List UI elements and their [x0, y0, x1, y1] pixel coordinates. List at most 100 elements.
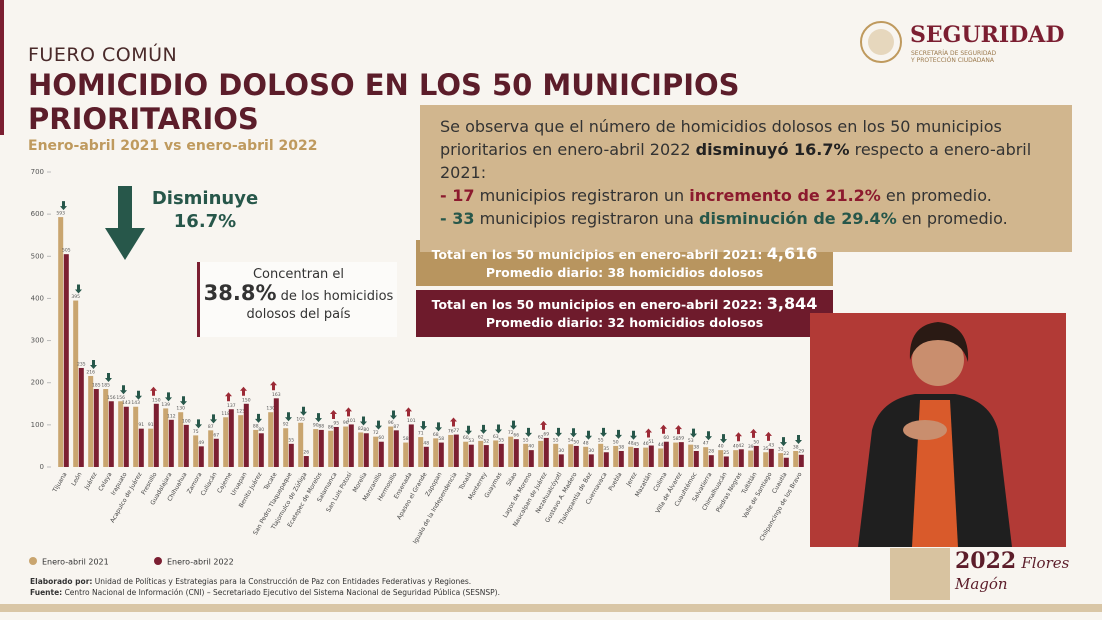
decrease-arrow	[255, 413, 262, 423]
interpreter-video	[810, 313, 1066, 547]
bar	[288, 443, 294, 467]
value-label: 593	[56, 211, 65, 217]
decrease-arrow	[300, 406, 307, 416]
x-tick-label: Juárez	[83, 471, 99, 491]
bar	[178, 412, 184, 467]
bar	[778, 453, 784, 467]
value-label: 30	[588, 448, 594, 454]
bar	[768, 448, 774, 467]
bar	[628, 446, 634, 467]
increase-arrow	[270, 381, 277, 391]
decrease-arrow	[180, 396, 187, 406]
value-label: 40	[733, 444, 739, 450]
bar	[748, 450, 754, 467]
summary: Se observa que el número de homicidios d…	[420, 105, 1072, 252]
bar	[513, 439, 519, 467]
footer-source: Fuente: Centro Nacional de Información (…	[30, 588, 500, 597]
value-label: 87	[208, 424, 214, 430]
summary-item: - 17 municipios registraron un increment…	[440, 184, 1052, 207]
value-label: 55	[553, 437, 559, 443]
bar	[528, 450, 534, 467]
bar	[633, 448, 639, 467]
value-label: 86	[328, 424, 334, 430]
value-label: 216	[86, 369, 95, 375]
y-tick-label: 700	[31, 168, 44, 176]
bar	[448, 434, 454, 467]
bar	[238, 415, 244, 467]
value-label: 105	[296, 416, 305, 422]
bar	[343, 426, 349, 467]
value-label: 66	[513, 433, 519, 439]
value-label: 50	[613, 439, 619, 445]
bar	[73, 300, 79, 467]
title-line: HOMICIDIO DOLOSO EN LOS 50 MUNICIPIOS	[28, 68, 740, 102]
decrease-arrow	[705, 431, 712, 441]
bar	[298, 422, 304, 467]
bar	[483, 445, 489, 467]
text: Unidad de Políticas y Estrategias para l…	[92, 577, 472, 586]
value-label: 185	[101, 383, 110, 389]
value-label: 88	[318, 423, 324, 429]
legend-label: Enero-abril 2022	[167, 558, 234, 567]
interpreter-head	[912, 334, 964, 386]
value-label: 51	[648, 439, 654, 445]
bar	[523, 443, 529, 467]
value-label: 38	[618, 444, 624, 450]
y-tick-label: 600	[31, 210, 44, 218]
value-label: 35	[763, 446, 769, 452]
value-label: 58	[438, 436, 444, 442]
value-label: 48	[423, 440, 429, 446]
increase-arrow	[765, 431, 772, 441]
value-label: 53	[468, 438, 474, 444]
value-label: 76	[448, 428, 454, 434]
value-label: 29	[798, 448, 804, 454]
value-label: 45	[633, 442, 639, 448]
x-tick-label: Silao	[505, 471, 518, 487]
value-label: 62	[538, 434, 544, 440]
total-2022-box	[416, 290, 833, 337]
decrease-arrow	[525, 427, 532, 437]
value-label: 55	[523, 437, 529, 443]
bar	[723, 456, 729, 467]
value-label: 75	[193, 429, 199, 435]
value-label: 48	[583, 440, 589, 446]
accent-bar	[0, 0, 4, 135]
bar	[328, 430, 334, 467]
bar	[613, 445, 619, 467]
y-tick-label: 200	[31, 379, 44, 387]
value-label: 63	[493, 434, 499, 440]
x-tick-label: Tijuana	[51, 471, 69, 495]
value-label: 77	[453, 428, 459, 434]
bar	[508, 436, 514, 467]
value-label: 123	[236, 409, 245, 415]
increase-arrow	[345, 407, 352, 417]
total-2021: Total en los 50 municipios en enero-abri…	[416, 240, 833, 286]
bar	[78, 367, 84, 467]
callout: Disminuye 16.7%	[140, 187, 270, 233]
value-label: 72	[373, 430, 379, 436]
daily-average: Promedio diario: 32 homicidios dolosos	[485, 315, 764, 330]
decrease-arrow	[135, 390, 142, 400]
decrease-arrow	[105, 186, 145, 260]
count: - 33	[440, 209, 475, 228]
bar	[213, 438, 219, 467]
bar	[763, 452, 769, 467]
increase-arrow	[750, 428, 757, 438]
text: respecto a enero-abril 2021:	[440, 140, 1032, 182]
legend-swatch	[29, 557, 37, 565]
bar	[418, 437, 424, 467]
value-label: 112	[167, 413, 176, 419]
text: municipios registraron una	[474, 209, 700, 228]
value-label: 62	[478, 434, 484, 440]
bar	[493, 440, 499, 467]
value-label: 91	[148, 422, 154, 428]
x-tick-label: Jerez	[625, 471, 639, 488]
value-label: 42	[738, 443, 744, 449]
bar	[258, 433, 264, 467]
total-value: 3,844	[766, 294, 818, 313]
decrease-arrow	[285, 412, 292, 422]
decrease-arrow	[120, 385, 127, 395]
decrease-arrow	[435, 422, 442, 432]
